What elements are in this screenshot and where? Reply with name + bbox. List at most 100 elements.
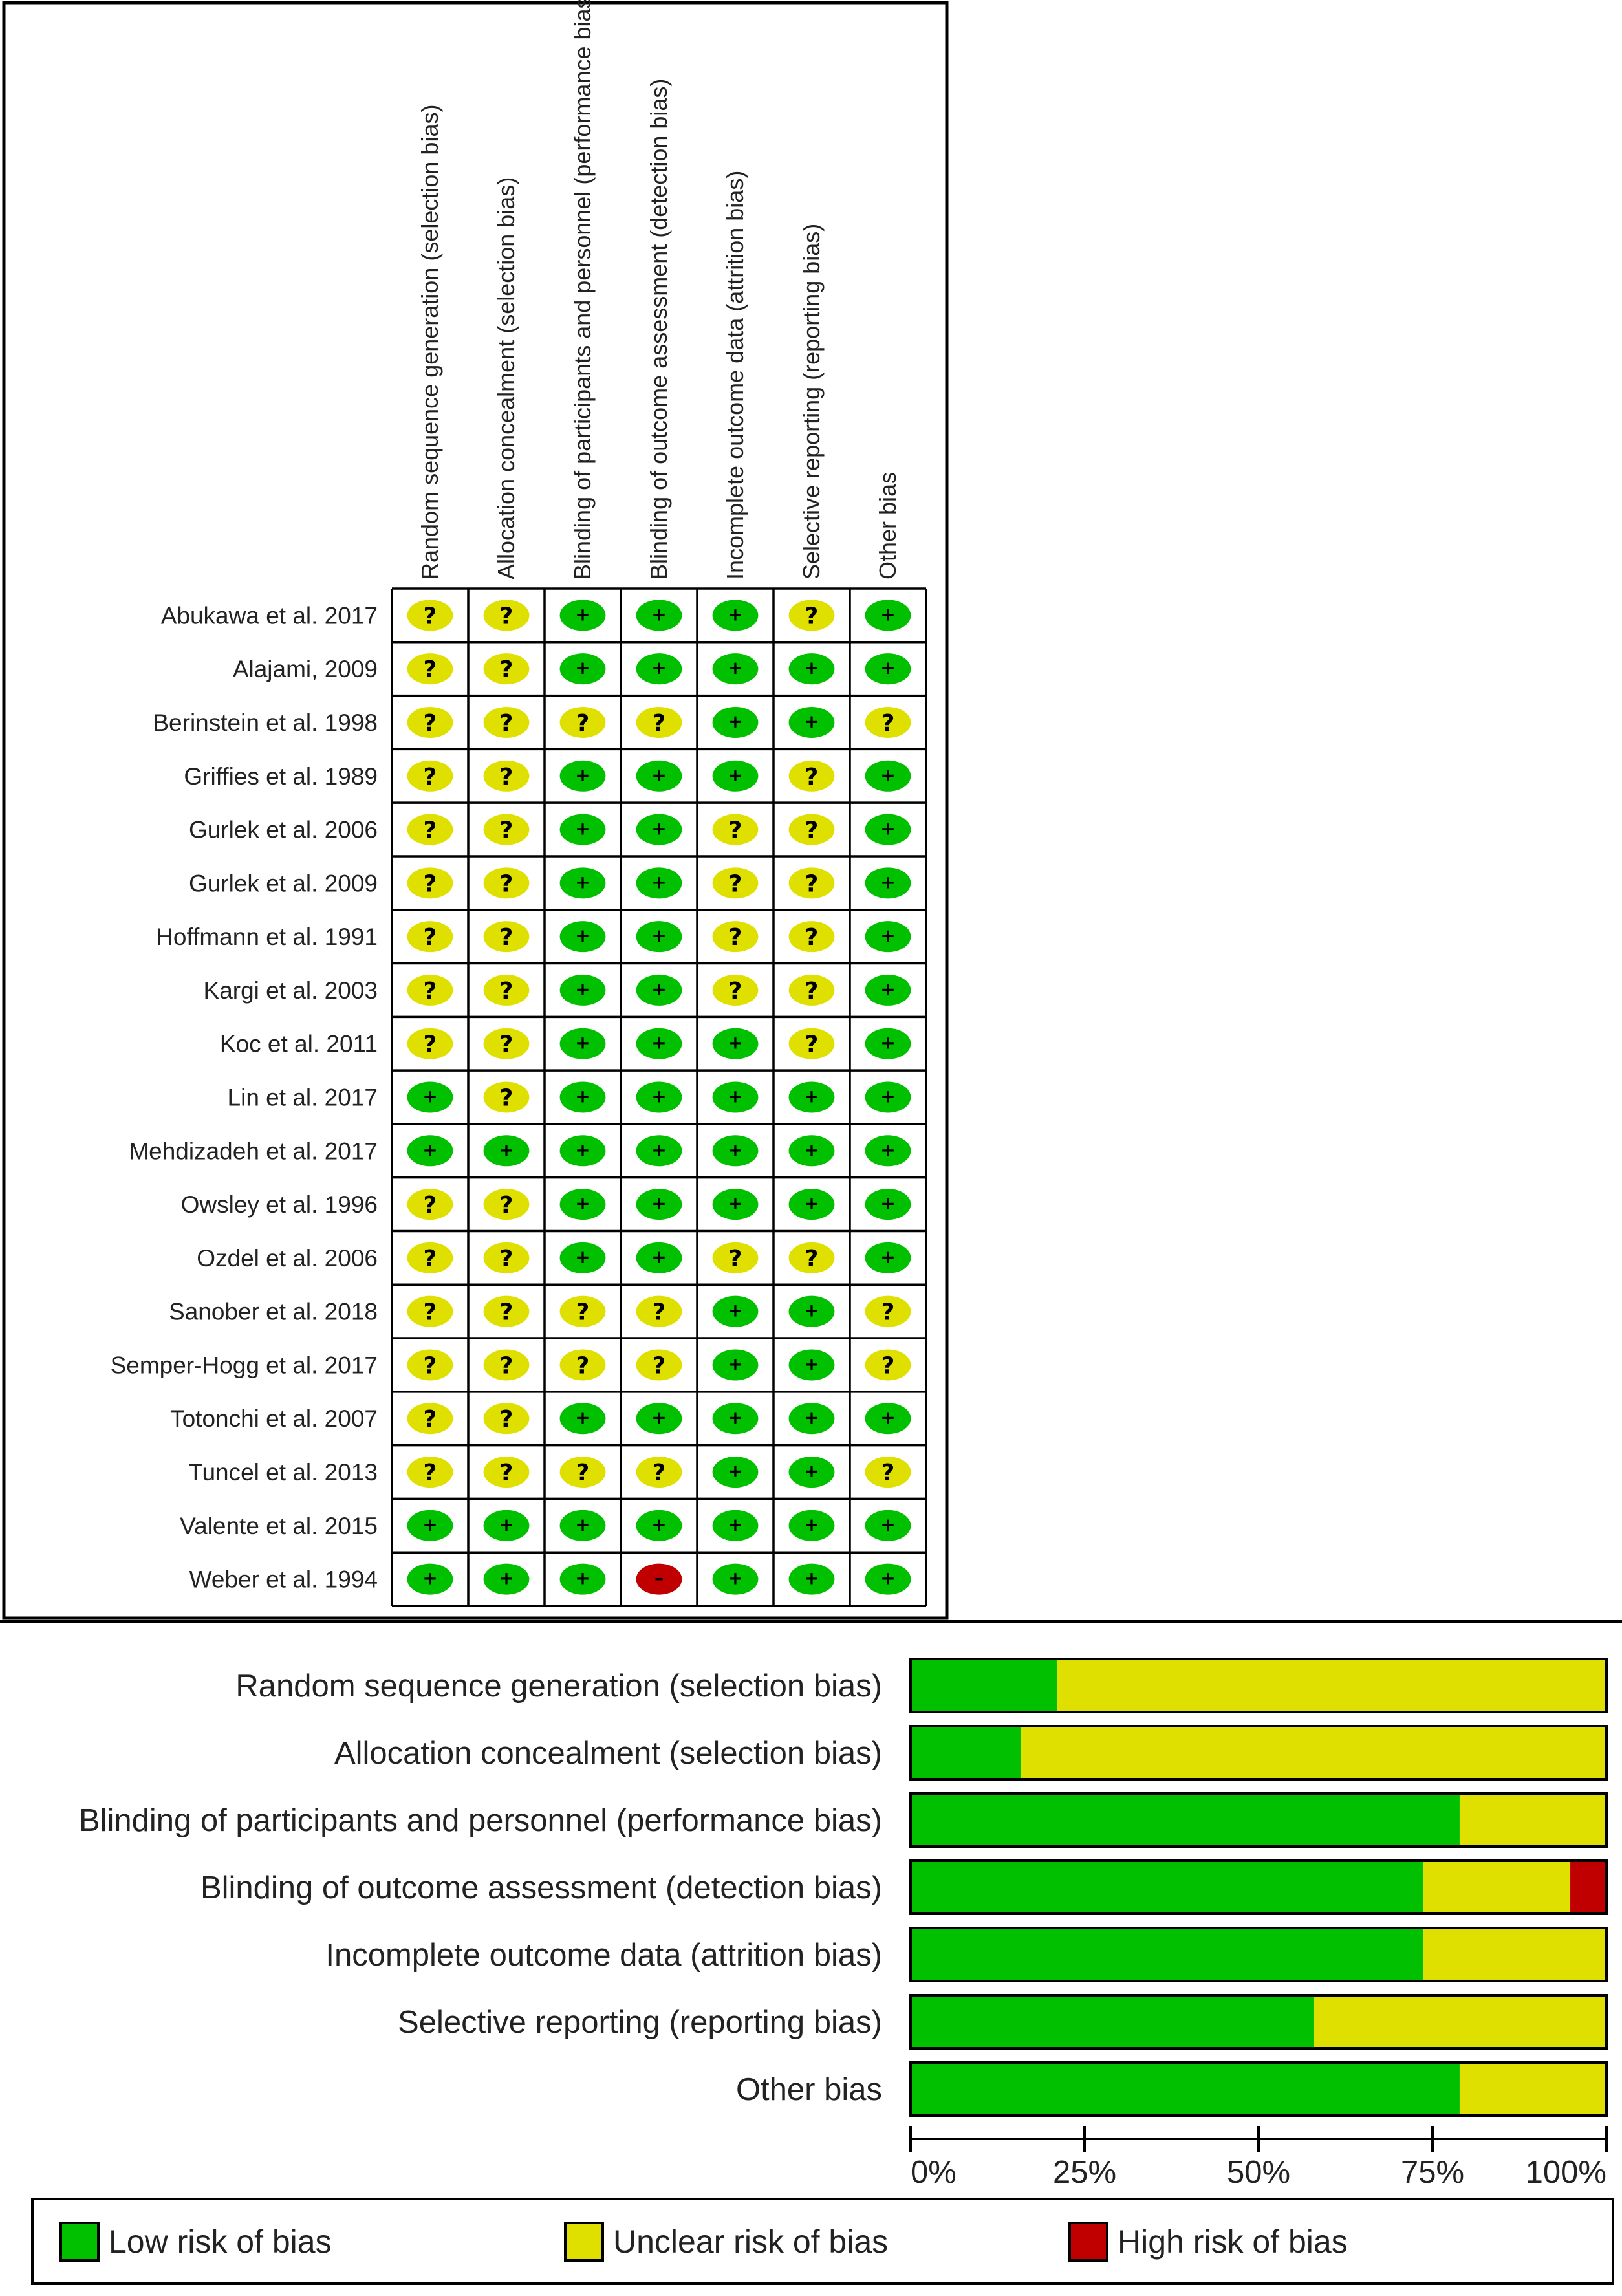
column-header-blinding-of-outcome-assessment-detection-bias: Blinding of outcome assessment (detectio… (645, 79, 672, 579)
judgement-mark (865, 1135, 911, 1167)
judgement-low-abukawa-et-al-2017-col5: + (712, 600, 759, 631)
judgement-unclear-owsley-et-al-1996-col1: ? (407, 1189, 453, 1220)
judgement-low-abukawa-et-al-2017-col4: + (636, 600, 682, 631)
judgement-low-totonchi-et-al-2007-col7: + (865, 1403, 911, 1435)
bar-segment-low-risk-of-bias-incomplete-outcome-data-attrition-bias (911, 1928, 1424, 1981)
judgement-mark (788, 1189, 835, 1220)
judgement-low-mehdizadeh-et-al-2017-col1: + (407, 1135, 453, 1167)
judgement-mark (483, 1189, 530, 1220)
judgement-low-griffies-et-al-1989-col3: + (559, 760, 606, 792)
judgement-unclear-kargi-et-al-2003-col1: ? (407, 974, 453, 1006)
judgement-mark (407, 867, 453, 899)
judgement-unclear-hoffmann-et-al-1991-col2: ? (483, 921, 530, 953)
row-label-koc-et-al-2011: Koc et al. 2011 (220, 1031, 378, 1057)
judgement-low-berinstein-et-al-1998-col6: + (788, 706, 835, 738)
x-tick-label-100: 100% (1526, 2155, 1606, 2190)
risk-of-bias-summary-svg: Random sequence generation (selection bi… (2, 0, 949, 1620)
row-label-alajami-2009: Alajami, 2009 (233, 656, 378, 682)
judgement-symbol: + (728, 1460, 742, 1482)
judgement-unclear-abukawa-et-al-2017-col6: ? (788, 600, 835, 631)
judgement-mark (407, 1510, 453, 1541)
judgement-symbol: + (575, 603, 590, 625)
judgement-mark (483, 600, 530, 631)
column-header-random-sequence-generation-selection-bias: Random sequence generation (selection bi… (416, 105, 443, 579)
judgement-low-valente-et-al-2015-col3: + (559, 1510, 606, 1541)
judgement-low-owsley-et-al-1996-col7: + (865, 1189, 911, 1220)
judgement-low-koc-et-al-2011-col3: + (559, 1028, 606, 1059)
judgement-low-lin-et-al-2017-col1: + (407, 1081, 453, 1113)
legend-swatch-unclear (564, 2221, 604, 2262)
bar-outline (909, 1859, 1608, 1915)
judgement-mark (865, 1457, 911, 1488)
judgement-unclear-lin-et-al-2017-col2: ? (483, 1081, 530, 1113)
judgement-symbol: ? (576, 710, 590, 737)
row-label-lin-et-al-2017: Lin et al. 2017 (228, 1085, 378, 1111)
judgement-symbol: ? (729, 978, 742, 1004)
judgement-low-weber-et-al-1994-col2: + (483, 1563, 530, 1595)
judgement-high-weber-et-al-1994-col4: – (636, 1563, 682, 1595)
bar-segment-unclear-risk-of-bias-blinding-of-outcome-assessment-detection-bias (1423, 1861, 1571, 1914)
judgement-mark (712, 1295, 759, 1327)
judgement-mark (636, 1295, 682, 1327)
judgement-symbol: + (575, 1514, 590, 1535)
judgement-mark (483, 1563, 530, 1595)
judgement-symbol: ? (424, 1406, 437, 1433)
judgement-mark (559, 706, 606, 738)
judgement-low-gurlek-et-al-2006-col4: + (636, 814, 682, 845)
judgement-low-alajami-2009-col6: + (788, 653, 835, 685)
judgement-mark (559, 653, 606, 685)
judgement-symbol: + (575, 925, 590, 946)
judgement-symbol: ? (500, 1085, 514, 1112)
judgement-unclear-koc-et-al-2011-col6: ? (788, 1028, 835, 1059)
judgement-symbol: + (880, 871, 895, 893)
judgement-unclear-alajami-2009-col1: ? (407, 653, 453, 685)
judgement-symbol: ? (881, 1352, 895, 1379)
row-label-gurlek-et-al-2009: Gurlek et al. 2009 (189, 870, 378, 896)
bar-segment-unclear-risk-of-bias-selective-reporting-reporting-bias (1314, 1995, 1606, 2048)
judgement-mark (712, 1028, 759, 1059)
judgement-symbol: + (728, 1353, 742, 1374)
judgement-low-tuncel-et-al-2013-col6: + (788, 1457, 835, 1488)
judgement-low-totonchi-et-al-2007-col6: + (788, 1403, 835, 1435)
judgement-mark (788, 706, 835, 738)
bar-segment-unclear-risk-of-bias-blinding-of-participants-and-personnel-performance-bias (1459, 1793, 1606, 1847)
judgement-symbol: + (880, 1193, 895, 1214)
judgement-symbol: ? (729, 924, 742, 951)
judgement-symbol: ? (653, 1299, 666, 1326)
judgement-unclear-kargi-et-al-2003-col2: ? (483, 974, 530, 1006)
judgement-mark (712, 1457, 759, 1488)
judgement-symbol: + (422, 1514, 437, 1535)
x-tick-label-0: 0% (911, 2155, 957, 2190)
judgement-low-semper-hogg-et-al-2017-col5: + (712, 1349, 759, 1381)
judgement-mark (559, 1028, 606, 1059)
row-label-owsley-et-al-1996: Owsley et al. 1996 (181, 1191, 378, 1218)
judgement-low-weber-et-al-1994-col5: + (712, 1563, 759, 1595)
judgement-low-koc-et-al-2011-col5: + (712, 1028, 759, 1059)
judgement-symbol: + (651, 979, 666, 1000)
judgement-symbol: + (651, 657, 666, 678)
judgement-unclear-hoffmann-et-al-1991-col6: ? (788, 921, 835, 953)
judgement-mark (483, 1295, 530, 1327)
column-header-other-bias: Other bias (874, 472, 901, 579)
judgement-low-lin-et-al-2017-col3: + (559, 1081, 606, 1113)
judgement-mark (559, 1295, 606, 1327)
judgement-symbol: + (804, 1300, 819, 1321)
judgement-mark (865, 1081, 911, 1113)
judgement-unclear-gurlek-et-al-2006-col1: ? (407, 814, 453, 845)
bar-label-blinding-of-participants-and-personnel-performance-bias: Blinding of participants and personnel (… (79, 1803, 882, 1838)
judgement-symbol: + (728, 1407, 742, 1428)
judgement-mark (483, 706, 530, 738)
judgement-low-sanober-et-al-2018-col5: + (712, 1295, 759, 1327)
judgement-mark (865, 814, 911, 845)
judgement-low-weber-et-al-1994-col6: + (788, 1563, 835, 1595)
judgement-symbol: + (651, 1246, 666, 1268)
judgement-symbol: + (651, 1193, 666, 1214)
judgement-symbol: + (728, 1300, 742, 1321)
judgement-unclear-alajami-2009-col2: ? (483, 653, 530, 685)
row-label-tuncel-et-al-2013: Tuncel et al. 2013 (188, 1459, 378, 1486)
judgement-mark (788, 867, 835, 899)
judgement-symbol: + (422, 1139, 437, 1160)
judgement-mark (712, 1349, 759, 1381)
bar-segment-unclear-risk-of-bias-incomplete-outcome-data-attrition-bias (1423, 1928, 1606, 1981)
judgement-unclear-sanober-et-al-2018-col3: ? (559, 1295, 606, 1327)
